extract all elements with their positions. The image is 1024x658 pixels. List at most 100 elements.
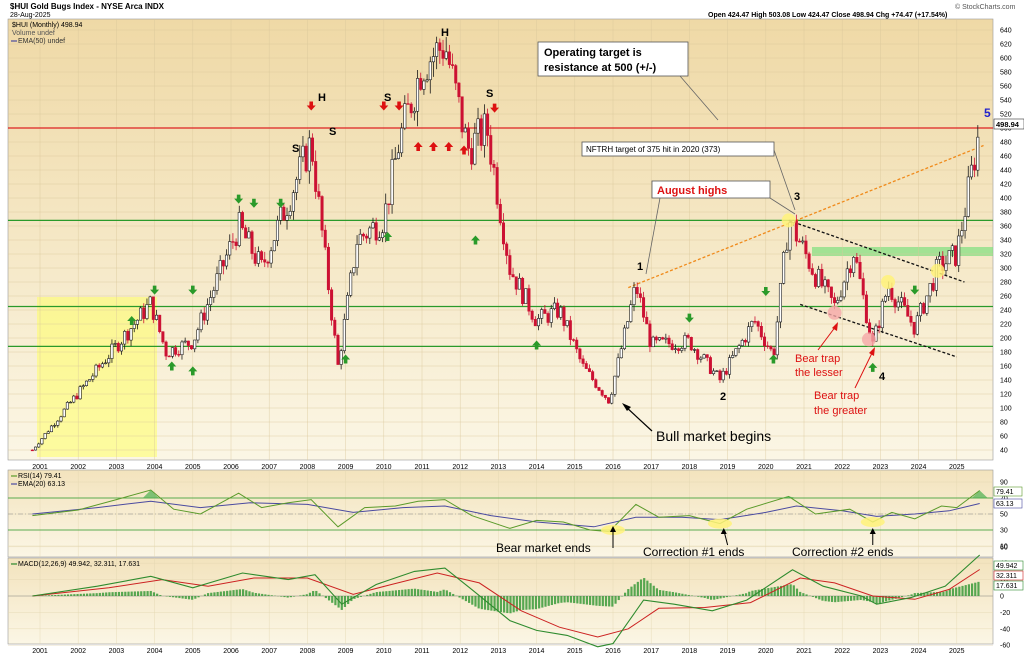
macd-histogram-bar: [499, 596, 503, 613]
macd-x-tick-label: 2001: [32, 648, 48, 655]
macd-histogram-bar: [493, 596, 496, 612]
macd-histogram-bar: [697, 596, 700, 597]
price-y-tick-label: 600: [1000, 56, 1012, 63]
green-up-arrow: [868, 362, 878, 372]
macd-histogram-bar: [598, 596, 601, 606]
candle-body: [215, 273, 219, 291]
macd-histogram-bar: [369, 593, 372, 596]
macd-histogram-bar: [426, 590, 429, 596]
macd-histogram-bar: [646, 580, 649, 596]
candle-body: [116, 343, 120, 352]
rsi-low-highlight: [707, 518, 732, 529]
price-y-tick-label: 200: [1000, 336, 1012, 343]
candle-body: [275, 220, 279, 241]
hs-label-s3: S: [384, 92, 391, 104]
price-y-tick-label: 540: [1000, 98, 1012, 105]
candle-body: [269, 250, 273, 264]
candle-body: [447, 51, 451, 65]
macd-y-tick-label: 20: [1000, 577, 1008, 584]
macd-histogram-bar: [175, 596, 178, 598]
macd-histogram-bar: [232, 590, 235, 596]
candle-body: [428, 61, 432, 81]
price-y-tick-label: 160: [1000, 364, 1012, 371]
candle-body: [928, 283, 932, 297]
macd-histogram-bar: [334, 596, 337, 606]
price-x-tick-label: 2020: [758, 464, 774, 471]
candle-body: [508, 255, 512, 275]
macd-histogram-bar: [515, 596, 518, 612]
macd-histogram-bar: [703, 596, 706, 598]
candle-body: [638, 293, 642, 298]
rsi-overbought-fill: [142, 490, 159, 498]
candle-body: [288, 210, 292, 216]
price-panel: [7, 18, 994, 461]
macd-histogram-bar: [560, 596, 563, 603]
macd-line: [32, 554, 981, 648]
macd-histogram-bar: [248, 591, 251, 596]
macd-histogram-bar: [178, 596, 181, 599]
macd-histogram-bar: [538, 596, 541, 609]
macd-histogram-bar: [483, 596, 487, 610]
yellow-highlight-circle: [930, 263, 945, 278]
macd-histogram-bar: [267, 594, 270, 596]
green-up-arrow: [768, 354, 778, 364]
candle-body: [218, 260, 222, 275]
macd-histogram-bar: [576, 596, 579, 604]
candle-body: [594, 379, 598, 388]
wave-label-5: 5: [984, 106, 991, 120]
macd-histogram-bar: [569, 596, 573, 603]
price-x-tick-label: 2007: [261, 464, 277, 471]
candle-body: [145, 304, 149, 319]
candle-body: [119, 343, 123, 352]
price-y-tick-label: 360: [1000, 224, 1012, 231]
rsi-legend-1: EMA(20) 63.13: [18, 481, 65, 488]
price-x-tick-label: 2014: [529, 464, 545, 471]
candle-body: [492, 163, 496, 168]
candle-body: [384, 203, 388, 234]
candle-body: [419, 78, 423, 90]
macd-histogram-bar: [308, 592, 312, 596]
candle-body: [247, 231, 251, 239]
candle-body: [470, 148, 474, 165]
bear-trap-lesser-1: Bear trap: [795, 353, 840, 365]
rsi-y-tick-label: 30: [1000, 528, 1008, 535]
macd-histogram-bar: [254, 592, 257, 596]
candle-body: [298, 156, 302, 180]
rsi-y-tick-label: 50: [1000, 512, 1008, 519]
trendline-2: [799, 303, 958, 358]
candle-body: [775, 321, 779, 356]
macd-histogram-bar: [210, 592, 213, 596]
macd-histogram-bar: [553, 596, 557, 605]
candle-body: [772, 348, 776, 356]
macd-histogram-bar: [741, 593, 744, 596]
price-x-tick-label: 2016: [605, 464, 621, 471]
macd-histogram-bar: [897, 596, 900, 598]
candle-body: [578, 348, 582, 360]
candle-body: [712, 370, 716, 374]
macd-histogram-bar: [767, 588, 770, 596]
candle-body: [552, 302, 556, 309]
macd-histogram-bar: [881, 596, 885, 603]
rsi-legend-0: RSI(14) 79.41: [18, 473, 62, 480]
macd-histogram-bar: [760, 589, 764, 596]
price-x-tick-label: 2004: [147, 464, 163, 471]
macd-histogram-bar: [324, 596, 327, 599]
macd-histogram-bar: [394, 590, 397, 596]
candle-body: [874, 325, 878, 342]
operating-target-line2: resistance at 500 (+/-): [544, 62, 657, 74]
macd-histogram-bar: [226, 590, 229, 596]
candle-body: [186, 340, 190, 346]
candle-body: [651, 336, 655, 348]
candle-body: [295, 179, 299, 193]
macd-y-tick-label: -20: [1000, 610, 1010, 617]
candle-body: [963, 216, 967, 231]
macd-histogram-bar: [70, 594, 73, 596]
candle-body: [170, 347, 174, 357]
candle-body: [833, 297, 837, 304]
macd-histogram-bar: [140, 591, 143, 596]
candle-body: [673, 348, 677, 350]
macd-histogram-bar: [955, 587, 958, 596]
candle-body: [960, 230, 964, 237]
macd-histogram-bar: [757, 589, 760, 596]
candle-body: [938, 255, 942, 260]
